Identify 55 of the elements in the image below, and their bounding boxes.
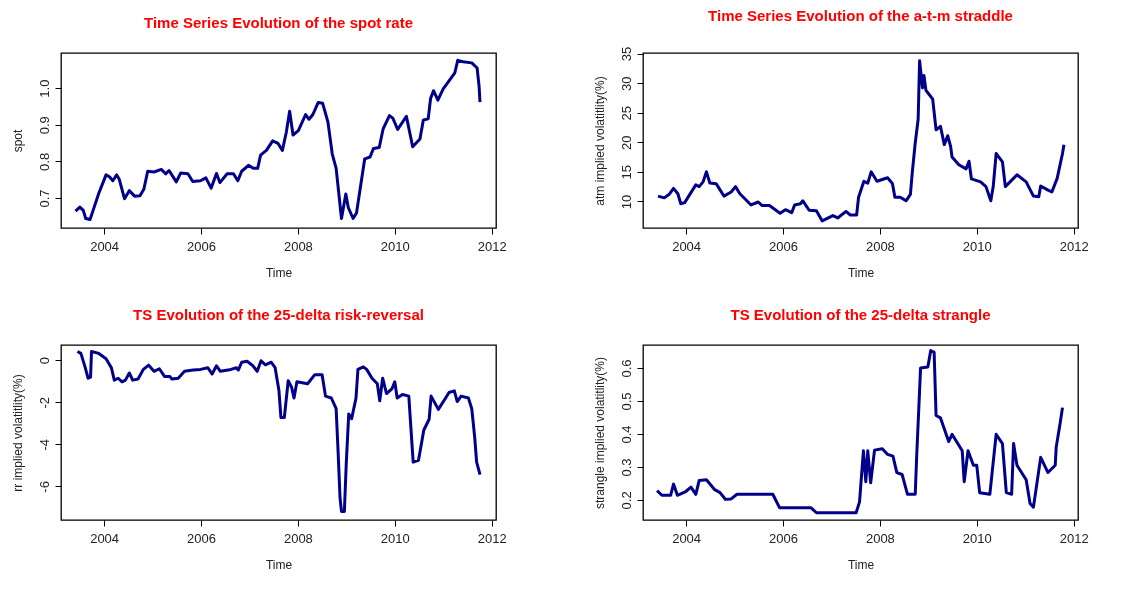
x-tick-label: 2004 [672,238,702,254]
line-series [655,349,1064,515]
chart-title: TS Evolution of the 25-delta strangle [730,306,991,323]
x-tick-label: 2010 [380,238,410,254]
y-tick-label: 30 [618,76,634,91]
x-axis-title: Time [265,557,293,572]
x-tick-label: 2010 [380,530,410,546]
y-axis-title: rr implied volatitlity(%) [10,374,25,492]
y-tick-label: 0.5 [618,392,634,411]
y-tick-label: 0.6 [618,359,634,378]
x-tick-label: 2006 [187,530,216,546]
line-series [75,350,482,513]
y-tick-label: -6 [36,481,52,493]
x-tick-label: 2008 [865,238,895,254]
x-tick-label: 2006 [769,238,798,254]
chart-title: TS Evolution of the 25-delta risk-reversal [133,306,424,323]
x-axis-title: Time [847,265,875,280]
x-tick-label: 2008 [283,238,313,254]
x-axis-title: Time [847,557,875,572]
x-tick-label: 2006 [769,530,798,546]
x-tick-label: 2010 [962,238,992,254]
x-tick-label: 2012 [1059,238,1089,254]
y-tick-label: 20 [618,135,634,151]
x-tick-label: 2010 [962,530,992,546]
x-tick-label: 2006 [187,238,216,254]
y-tick-label: 15 [618,165,634,180]
x-tick-label: 2004 [90,530,120,546]
x-tick-label: 2004 [90,238,120,254]
y-tick-label: 0.8 [36,152,52,171]
x-tick-label: 2012 [1059,530,1089,546]
y-tick-label: 0.7 [36,189,52,208]
y-tick-label: 0.2 [618,491,634,510]
chart-title: Time Series Evolution of the spot rate [144,14,413,31]
y-tick-label: 1.0 [36,79,52,98]
x-tick-label: 2004 [672,530,702,546]
y-tick-label: -4 [36,439,52,451]
line-series [74,58,482,222]
y-tick-label: 0.9 [36,116,52,135]
x-tick-label: 2012 [477,238,507,254]
y-tick-label: -2 [36,396,52,409]
x-tick-label: 2012 [477,530,507,546]
y-axis-title: spot [10,129,25,153]
y-tick-label: 10 [618,194,634,210]
y-tick-label: 35 [618,46,634,62]
x-tick-label: 2008 [865,530,895,546]
y-tick-label: 25 [618,105,634,121]
y-axis-title: strangle implied volatitlity(%) [592,356,607,510]
x-axis-title: Time [265,265,293,280]
y-tick-label: 0.4 [618,425,634,444]
x-tick-label: 2008 [283,530,313,546]
line-series [656,59,1066,223]
chart-title: Time Series Evolution of the a-t-m straddle [708,7,1013,25]
y-axis-title: atm implied volatitlity(%) [592,76,607,206]
y-tick-label: 0 [36,357,52,365]
y-tick-label: 0.3 [618,458,634,477]
